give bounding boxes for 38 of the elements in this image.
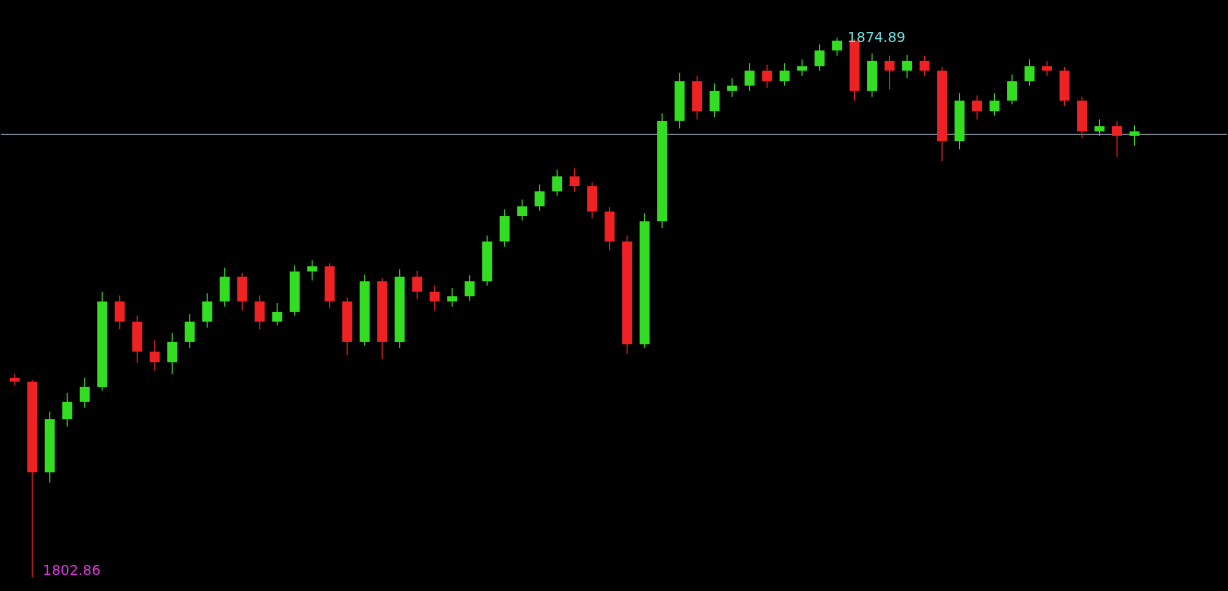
candlestick	[254, 294, 265, 330]
candlestick	[797, 58, 808, 77]
candlestick	[744, 62, 755, 92]
candlestick	[1112, 120, 1123, 158]
candlestick	[972, 94, 983, 120]
candlestick	[552, 169, 563, 197]
candlestick	[149, 339, 160, 371]
candlestick	[429, 285, 440, 311]
candlestick	[307, 259, 318, 281]
candlestick	[167, 332, 178, 375]
candlestick	[517, 199, 528, 222]
candlestick	[709, 82, 720, 118]
candlestick	[272, 302, 283, 326]
annotation: 1874.89	[847, 28, 906, 45]
candlestick	[762, 64, 773, 89]
candlestick	[534, 184, 545, 212]
candlestick	[447, 287, 458, 308]
candlestick	[202, 292, 213, 329]
candlestick	[989, 92, 1000, 117]
candlestick	[79, 377, 90, 409]
annotation: 1802.86	[42, 561, 101, 578]
candlestick	[184, 313, 195, 349]
candlestick	[1129, 124, 1140, 147]
candlestick	[1042, 60, 1053, 77]
candlestick	[814, 43, 825, 72]
candlestick	[62, 392, 73, 428]
candlestick	[1024, 58, 1035, 87]
candlestick	[464, 274, 475, 302]
candlestick	[412, 270, 423, 300]
candlestick	[569, 167, 580, 193]
candlestick	[779, 62, 790, 87]
candlestick	[919, 55, 930, 77]
candlestick	[727, 77, 738, 98]
candlestick	[1007, 73, 1018, 105]
candlestick	[114, 294, 125, 330]
candlestick	[884, 55, 895, 90]
candlestick	[902, 54, 913, 79]
candlestick	[832, 37, 843, 57]
